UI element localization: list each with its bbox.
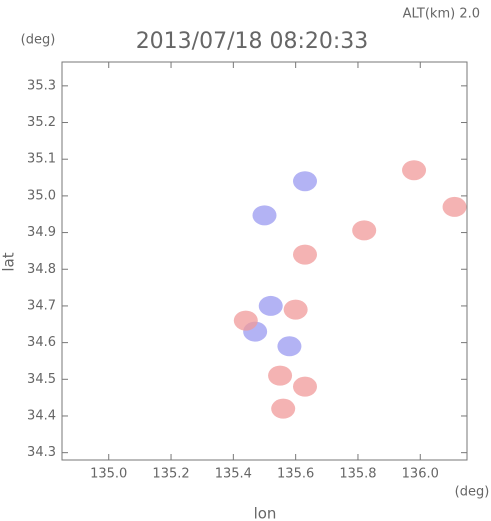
y-axis-label: lat (0, 252, 18, 271)
y-tick-label: 34.3 (27, 445, 56, 460)
echo-patch (352, 220, 377, 241)
y-tick-label: 35.0 (27, 188, 56, 203)
x-axis-label: lon (254, 505, 277, 521)
x-tick-label: 135.8 (339, 467, 376, 482)
x-tick-label: 136.0 (402, 467, 439, 482)
echo-patch (293, 376, 317, 397)
x-tick-label: 135.0 (90, 467, 127, 482)
echo-patch (293, 171, 317, 192)
echo-patch (442, 196, 467, 217)
echo-patch (283, 299, 308, 320)
echo-patch (258, 295, 283, 316)
x-unit: (deg) (455, 485, 490, 500)
y-tick-label: 34.8 (27, 262, 56, 277)
echo-patch (271, 398, 296, 419)
y-tick-label: 35.1 (27, 152, 56, 167)
echo-patch (268, 365, 293, 386)
y-tick-label: 34.7 (27, 298, 56, 313)
y-tick-label: 34.6 (27, 335, 56, 350)
chart-title: 2013/07/18 08:20:33 (136, 29, 369, 54)
x-tick-label: 135.2 (152, 467, 189, 482)
y-tick-label: 34.4 (27, 408, 56, 423)
echo-patch (402, 160, 427, 181)
echo-patch (277, 336, 302, 357)
y-tick-label: 35.2 (27, 115, 56, 130)
x-tick-label: 135.4 (215, 467, 252, 482)
annotation: ALT(km) 2.0 (403, 7, 480, 22)
y-tick-label: 34.5 (27, 372, 56, 387)
y-unit: (deg) (21, 33, 56, 48)
plot-frame (61, 61, 468, 461)
y-tick-label: 34.9 (27, 225, 56, 240)
x-tick-label: 135.6 (277, 467, 314, 482)
echo-patch (293, 244, 317, 265)
echo-patch (233, 310, 258, 331)
y-tick-label: 35.3 (27, 78, 56, 93)
echo-patch (252, 205, 277, 226)
